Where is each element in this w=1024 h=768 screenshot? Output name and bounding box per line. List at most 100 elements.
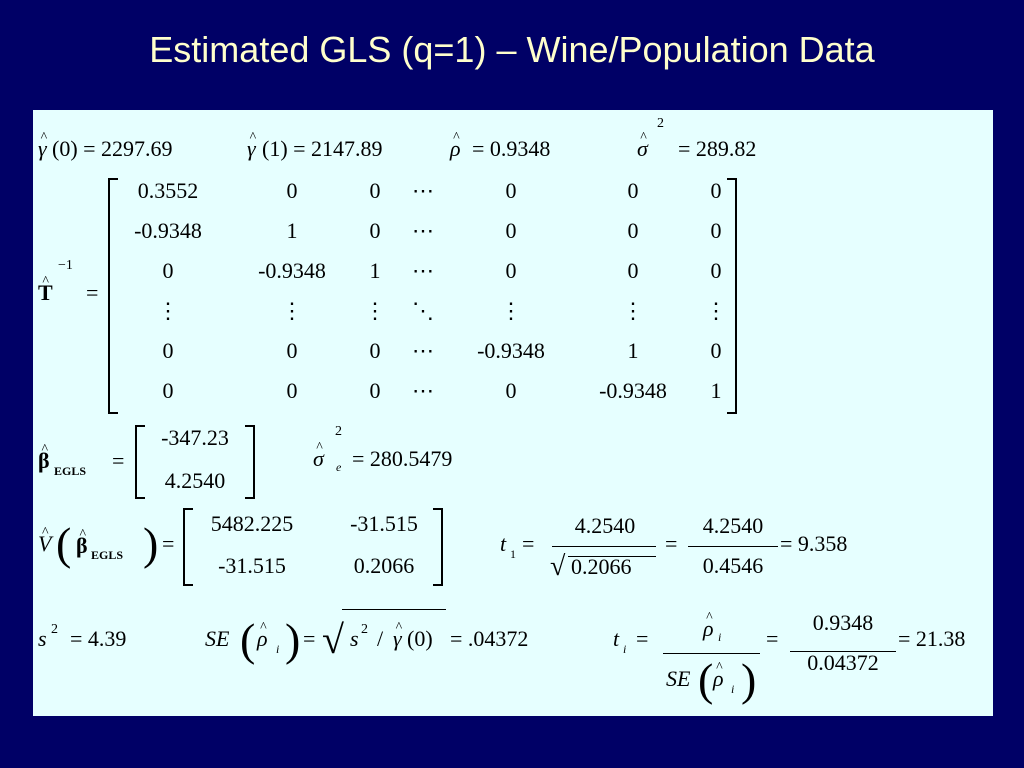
t1-eq: = bbox=[522, 531, 535, 557]
rule-line bbox=[663, 653, 760, 654]
t1-symbol: t bbox=[500, 531, 507, 557]
sigma2-symbol: σ bbox=[637, 130, 648, 160]
t-inverse-rows-3-5: ⋮ bbox=[622, 298, 644, 324]
var-beta-rows-0-0: 5482.225 bbox=[210, 511, 294, 537]
var-beta-close: ) bbox=[143, 517, 159, 569]
ti-eq2: = bbox=[766, 626, 779, 652]
t-inverse-sup: −1 bbox=[58, 258, 73, 274]
beta-eq: = bbox=[112, 448, 125, 474]
t-inverse-rows-5-4: 0 bbox=[505, 378, 517, 404]
beta-rows-0: -347.23 bbox=[161, 425, 229, 451]
t-inverse-rows-3-6: ⋮ bbox=[705, 298, 727, 324]
equation-panel bbox=[33, 110, 993, 716]
t-inverse-rows-3-4: ⋮ bbox=[500, 298, 522, 324]
var-beta-open: ( bbox=[56, 517, 72, 569]
t-inverse-rows-2-1: -0.9348 bbox=[258, 258, 326, 284]
var-beta-rows-1-1: 0.2066 bbox=[353, 553, 415, 579]
t-inverse-rows-4-4: -0.9348 bbox=[477, 338, 545, 364]
t-inverse-symbol: T bbox=[38, 274, 53, 304]
s2-symbol: s bbox=[38, 626, 47, 652]
t-inverse-rows-3-1: ⋮ bbox=[281, 298, 303, 324]
t-inverse-rows-3-3: ⋱ bbox=[412, 298, 434, 324]
se-radicand-op: / bbox=[377, 626, 384, 652]
rho-rest: = 0.9348 bbox=[472, 136, 551, 162]
t-inverse-rows-2-3: ⋯ bbox=[412, 258, 434, 284]
t-inverse-rows-2-0: 0 bbox=[162, 258, 174, 284]
ti-eq: = bbox=[636, 626, 649, 652]
t-inverse-rows-5-2: 0 bbox=[369, 378, 381, 404]
bracket bbox=[108, 178, 118, 414]
beta-rows-1: 4.2540 bbox=[164, 468, 226, 494]
beta-symbol: β bbox=[38, 442, 50, 472]
t-inverse-rows-1-1: 1 bbox=[286, 218, 298, 244]
gamma0-symbol: γ bbox=[38, 130, 47, 160]
se-open: ( bbox=[240, 613, 256, 665]
t-inverse-rows-5-1: 0 bbox=[286, 378, 298, 404]
gamma1-rest: (1) = 2147.89 bbox=[262, 136, 383, 162]
bracket bbox=[433, 508, 443, 586]
bracket bbox=[135, 425, 145, 499]
ti-den-symbol: ρ bbox=[713, 660, 724, 690]
t-inverse-rows-2-5: 0 bbox=[627, 258, 639, 284]
t-inverse-rows-0-5: 0 bbox=[627, 178, 639, 204]
t-inverse-rows-3-2: ⋮ bbox=[364, 298, 386, 324]
t-inverse-rows-4-2: 0 bbox=[369, 338, 381, 364]
se-sub: i bbox=[276, 642, 280, 657]
t-inverse-rows-1-2: 0 bbox=[369, 218, 381, 244]
t-inverse-rows-4-0: 0 bbox=[162, 338, 174, 364]
rule-line bbox=[790, 651, 896, 652]
sigma-e2-rest: = 280.5479 bbox=[352, 446, 453, 472]
se-prefix: SE bbox=[205, 626, 230, 652]
t-inverse-rows-1-4: 0 bbox=[505, 218, 517, 244]
t1-num2: 4.2540 bbox=[702, 513, 764, 539]
ti-num2: 0.9348 bbox=[812, 610, 874, 636]
t-inverse-rows-0-4: 0 bbox=[505, 178, 517, 204]
se-radicand: s bbox=[350, 626, 359, 652]
sigma-e2-sub: e bbox=[336, 460, 342, 475]
t-inverse-rows-0-1: 0 bbox=[286, 178, 298, 204]
t-inverse-rows-5-6: 1 bbox=[710, 378, 722, 404]
t-inverse-rows-5-3: ⋯ bbox=[412, 378, 434, 404]
ti-rest: = 21.38 bbox=[898, 626, 966, 652]
ti-den-open: ( bbox=[698, 653, 714, 705]
gamma1-symbol: γ bbox=[247, 130, 256, 160]
se-radicand-rest: (0) bbox=[407, 626, 433, 652]
t-inverse-rows-1-6: 0 bbox=[710, 218, 722, 244]
t-inverse-rows-4-3: ⋯ bbox=[412, 338, 434, 364]
sigma2-rest: = 289.82 bbox=[678, 136, 757, 162]
bracket bbox=[183, 508, 193, 586]
se-radicand-symbol: γ bbox=[393, 620, 402, 650]
ti-num: ρ bbox=[703, 610, 714, 640]
ti-den-close: ) bbox=[741, 653, 757, 705]
rule-line bbox=[568, 556, 656, 557]
slide-title: Estimated GLS (q=1) – Wine/Population Da… bbox=[149, 29, 875, 70]
se-rest: = .04372 bbox=[450, 626, 529, 652]
rule-line bbox=[552, 546, 656, 547]
sigma2-sup: 2 bbox=[657, 116, 664, 132]
t-inverse-rows-2-2: 1 bbox=[369, 258, 381, 284]
var-beta-sub: EGLS bbox=[91, 548, 124, 563]
t-inverse-rows-1-5: 0 bbox=[627, 218, 639, 244]
var-beta-eq: = bbox=[162, 531, 175, 557]
ti-num-sub: i bbox=[718, 630, 722, 645]
var-beta-rows-1-0: -31.515 bbox=[218, 553, 286, 579]
t1-rest: = 9.358 bbox=[780, 531, 848, 557]
ti-symbol: t bbox=[613, 626, 620, 652]
var-beta-rows-0-1: -31.515 bbox=[350, 511, 418, 537]
ti-sub: i bbox=[623, 642, 627, 657]
t-inverse-rows-4-1: 0 bbox=[286, 338, 298, 364]
se-radicand-sup: 2 bbox=[361, 622, 368, 638]
var-beta-symbol: V bbox=[38, 525, 51, 555]
t-inverse-rows-1-0: -0.9348 bbox=[134, 218, 202, 244]
t-inverse-rows-0-3: ⋯ bbox=[412, 178, 434, 204]
ti-den-prefix: SE bbox=[666, 666, 691, 692]
t1-num: 4.2540 bbox=[574, 513, 636, 539]
gamma0-rest: (0) = 2297.69 bbox=[52, 136, 173, 162]
t-inverse-rows-4-5: 1 bbox=[627, 338, 639, 364]
t-inverse-rows-3-0: ⋮ bbox=[157, 298, 179, 324]
var-beta-inner: β bbox=[76, 527, 88, 557]
t1-den2: 0.4546 bbox=[702, 553, 764, 579]
t-inverse-rows-4-6: 0 bbox=[710, 338, 722, 364]
